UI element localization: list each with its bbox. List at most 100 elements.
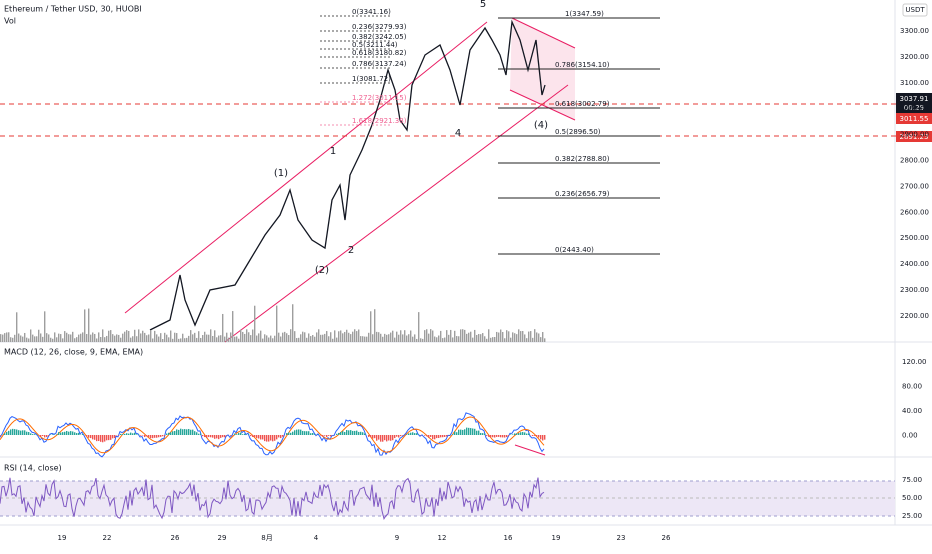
volume-bar [480, 334, 481, 342]
histogram-bar [126, 433, 127, 435]
histogram-bar [94, 435, 95, 440]
volume-bar [208, 335, 209, 342]
volume-bar [432, 331, 433, 342]
histogram-bar [322, 435, 323, 437]
volume-bar [106, 336, 107, 342]
histogram-bar [122, 434, 123, 435]
volume-bar [394, 338, 395, 342]
volume-bar [196, 338, 197, 342]
volume-bar [268, 338, 269, 342]
histogram-bar [200, 434, 201, 435]
volume-bar [508, 331, 509, 342]
volume-bar [476, 335, 477, 342]
volume-bar [8, 332, 9, 342]
volume-bar [62, 338, 63, 342]
volume-bar [224, 337, 225, 342]
price-label: 2200.00 [900, 312, 929, 320]
macd-axis-label: 40.00 [902, 407, 922, 415]
volume-bar [60, 334, 61, 342]
histogram-bar [544, 435, 545, 440]
histogram-bar [498, 435, 499, 437]
histogram-bar [536, 435, 537, 436]
volume-bar [232, 311, 233, 342]
volume-bar [126, 330, 127, 342]
histogram-bar [82, 434, 83, 435]
volume-bar [424, 330, 425, 342]
histogram-bar [264, 435, 265, 441]
fib-label: 0.382(2788.80) [555, 155, 610, 163]
volume-bar [56, 337, 57, 342]
histogram-bar [286, 433, 287, 435]
time-label: 16 [504, 534, 513, 542]
volume-bar [48, 334, 49, 342]
volume-bar [138, 329, 139, 342]
fib-label: 1.618(2921.38) [352, 117, 407, 125]
volume-bar [108, 331, 109, 342]
volume-bar [306, 338, 307, 342]
histogram-bar [114, 435, 115, 438]
volume-bar [312, 335, 313, 342]
volume-bar [94, 334, 95, 342]
volume-bar [308, 333, 309, 342]
volume-bar [72, 332, 73, 342]
histogram-bar [44, 435, 45, 437]
volume-bar [148, 335, 149, 342]
volume-bar [80, 334, 81, 342]
histogram-bar [144, 435, 145, 437]
histogram-bar [78, 433, 79, 435]
volume-bar [230, 332, 231, 342]
histogram-bar [52, 434, 53, 435]
histogram-bar [502, 435, 503, 437]
rsi-axis-label: 50.00 [902, 494, 922, 502]
volume-bar [346, 330, 347, 342]
volume-bar [282, 333, 283, 342]
volume-bar [530, 331, 531, 342]
volume-bar [418, 312, 419, 342]
volume-bar [488, 329, 489, 342]
volume-bar [518, 329, 519, 342]
macd-title: MACD (12, 26, close, 9, EMA, EMA) [4, 348, 143, 357]
histogram-bar [434, 435, 435, 439]
histogram-bar [402, 435, 403, 436]
histogram-bar [486, 435, 487, 436]
histogram-bar [468, 428, 469, 435]
histogram-bar [542, 435, 543, 440]
histogram-bar [520, 432, 521, 435]
volume-bar [280, 337, 281, 342]
histogram-bar [208, 435, 209, 437]
price-tag-label: 3011.55 [900, 115, 929, 123]
currency[interactable]: USDT [905, 6, 925, 14]
volume-bar [348, 333, 349, 342]
volume-bar [246, 329, 247, 342]
volume-bar [520, 331, 521, 342]
volume-bar [122, 334, 123, 342]
volume-bar [320, 335, 321, 342]
volume-bar [278, 333, 279, 342]
volume-bar [532, 338, 533, 342]
time-label: 19 [552, 534, 561, 542]
histogram-bar [72, 431, 73, 435]
volume-bar [184, 338, 185, 342]
histogram-bar [222, 435, 223, 437]
volume-bar [166, 335, 167, 342]
volume-bar [140, 333, 141, 342]
volume-bar [300, 334, 301, 342]
histogram-bar [176, 429, 177, 435]
volume-bar [182, 334, 183, 342]
histogram-bar [22, 430, 23, 435]
fib-label: 0(3341.16) [352, 8, 391, 16]
histogram-bar [440, 435, 441, 437]
histogram-bar [300, 430, 301, 435]
macd-axis-label: 80.00 [902, 383, 922, 391]
histogram-bar [374, 435, 375, 438]
histogram-bar [8, 431, 9, 435]
volume-bar [76, 337, 77, 342]
histogram-bar [140, 435, 141, 436]
histogram-bar [230, 435, 231, 436]
volume-bar [450, 330, 451, 342]
volume-bar [490, 338, 491, 342]
volume-bar [326, 331, 327, 342]
volume-bar [38, 330, 39, 342]
histogram-bar [540, 435, 541, 439]
histogram-bar [256, 435, 257, 438]
